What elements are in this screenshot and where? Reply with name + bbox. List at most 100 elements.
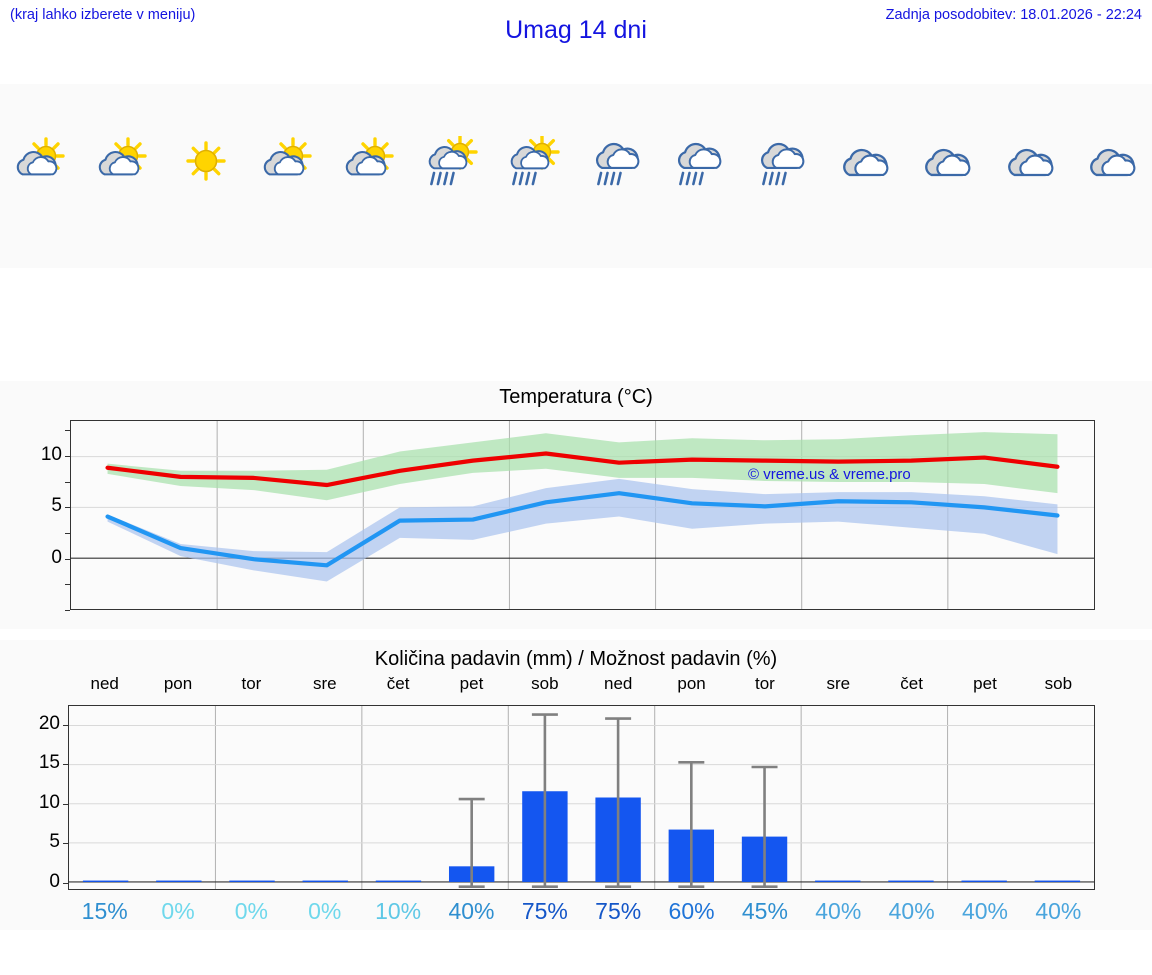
temperature-plot-area <box>70 420 1095 610</box>
cloud-icon <box>1080 136 1142 188</box>
precipitation-bar <box>888 880 934 882</box>
sun-icon <box>175 136 237 188</box>
precipitation-day-label: sob <box>1044 674 1073 693</box>
precipitation-probability: 15% <box>81 898 128 924</box>
precipitation-day-label: pon <box>677 674 706 693</box>
precipitation-day-label: čet <box>386 674 410 693</box>
precipitation-y-tick <box>63 803 68 805</box>
precipitation-probability: 0% <box>161 898 195 924</box>
temperature-band <box>107 478 1058 582</box>
precipitation-day-label: sre <box>312 674 337 693</box>
precipitation-day-label: pon <box>163 674 193 693</box>
temperature-y-tick <box>65 507 70 509</box>
temperature-y-tick <box>65 532 70 534</box>
day-column[interactable] <box>411 84 493 268</box>
precipitation-probability: 60% <box>668 898 715 924</box>
cloud-icon <box>833 136 895 188</box>
temperature-y-tick <box>65 430 70 432</box>
temperature-y-tick <box>65 610 70 611</box>
day-column[interactable] <box>576 84 658 268</box>
day-column[interactable] <box>247 84 329 268</box>
precipitation-y-tick-label: 15 <box>38 752 60 774</box>
precipitation-y-tick-label: 10 <box>38 791 60 813</box>
precipitation-day-label: sob <box>531 674 559 693</box>
precipitation-day-label: tor <box>241 674 262 693</box>
day-column[interactable] <box>658 84 740 268</box>
sun-cloud-rain-icon <box>422 136 484 188</box>
temperature-line <box>105 491 1060 568</box>
temperature-y-tick-label: 0 <box>51 546 62 568</box>
precipitation-day-label: pet <box>459 674 484 693</box>
temperature-y-tick <box>65 455 70 457</box>
temperature-y-tick-label: 10 <box>40 443 62 465</box>
precipitation-y-tick <box>63 764 68 766</box>
precipitation-bar <box>302 880 348 882</box>
cloud-icon <box>998 136 1060 188</box>
precipitation-probability: 10% <box>375 898 422 924</box>
precipitation-probability: 40% <box>961 898 1009 924</box>
day-column[interactable] <box>987 84 1069 268</box>
precipitation-day-label: tor <box>754 674 775 693</box>
precipitation-day-label: pet <box>973 674 997 693</box>
temperature-y-tick <box>65 481 70 483</box>
precipitation-day-label: čet <box>900 674 923 693</box>
day-column[interactable] <box>494 84 576 268</box>
day-column[interactable] <box>1070 84 1152 268</box>
temperature-chart-section: Temperatura (°C) 0 5 10 <box>0 381 1152 629</box>
day-column[interactable] <box>165 84 247 268</box>
page-header: (kraj lahko izberete v meniju) Umag 14 d… <box>0 0 1152 62</box>
precipitation-bar <box>815 880 861 882</box>
precipitation-bar <box>961 880 1007 882</box>
precipitation-y-tick-label: 5 <box>49 831 60 853</box>
sun-behind-cloud-icon <box>339 136 401 188</box>
precipitation-bar <box>156 880 202 882</box>
precipitation-probability: 75% <box>521 898 568 924</box>
sun-cloud-rain-icon <box>504 136 566 188</box>
cloud-rain-icon <box>586 136 648 188</box>
cloud-rain-icon <box>668 136 730 188</box>
precipitation-probability: 40% <box>888 898 935 924</box>
precipitation-y-tick-label: 20 <box>38 712 60 734</box>
precipitation-y-tick-label: 0 <box>49 870 60 892</box>
precipitation-probability: 40% <box>448 898 495 924</box>
day-column[interactable] <box>741 84 823 268</box>
day-column[interactable] <box>82 84 164 268</box>
precipitation-day-label: sre <box>826 674 851 693</box>
day-column[interactable] <box>823 84 905 268</box>
precipitation-day-label: ned <box>90 674 119 693</box>
precipitation-bar <box>229 880 275 882</box>
cloud-icon <box>915 136 977 188</box>
location-hint: (kraj lahko izberete v meniju) <box>10 7 196 23</box>
temperature-line <box>105 451 1060 488</box>
precipitation-probability: 0% <box>234 898 269 924</box>
sun-behind-cloud-icon <box>10 136 72 188</box>
precipitation-chart-section: Količina padavin (mm) / Možnost padavin … <box>0 640 1152 930</box>
precipitation-probability: 40% <box>815 898 862 924</box>
precipitation-probability-row: 15% 0% 0% 0% 10% 40% 75% 75% 60% 45% 40% 40% 40% 40% <box>68 898 1095 938</box>
page-title: Umag 14 dni <box>505 16 647 44</box>
day-column[interactable] <box>329 84 411 268</box>
precipitation-probability: 0% <box>308 898 342 924</box>
precipitation-probability: 45% <box>741 898 788 924</box>
precipitation-day-label: ned <box>604 674 633 693</box>
temperature-y-tick <box>65 584 70 586</box>
temperature-y-tick <box>65 558 70 560</box>
precipitation-y-tick <box>63 882 68 884</box>
precipitation-plot-area <box>68 705 1095 890</box>
precipitation-y-tick <box>63 843 68 845</box>
sun-behind-cloud-icon <box>257 136 319 188</box>
precipitation-probability: 40% <box>1035 898 1082 924</box>
day-column[interactable] <box>905 84 987 268</box>
day-column[interactable] <box>0 84 82 268</box>
temperature-y-tick-label: 5 <box>51 495 62 517</box>
last-update-label: Zadnja posodobitev: 18.01.2026 - 22:24 <box>885 7 1142 23</box>
precipitation-bar <box>375 880 422 882</box>
precipitation-chart-title: Količina padavin (mm) / Možnost padavin … <box>374 648 778 670</box>
sun-behind-cloud-icon <box>92 136 154 188</box>
cloud-rain-icon <box>751 136 813 188</box>
temperature-chart-title: Temperatura (°C) <box>499 386 653 408</box>
precipitation-y-tick <box>63 724 68 726</box>
precipitation-probability: 75% <box>595 898 642 924</box>
precipitation-bar <box>1034 880 1081 882</box>
precipitation-day-labels: ned pon tor sre čet pet sob ned pon tor sre čet pet s… <box>68 674 1095 698</box>
